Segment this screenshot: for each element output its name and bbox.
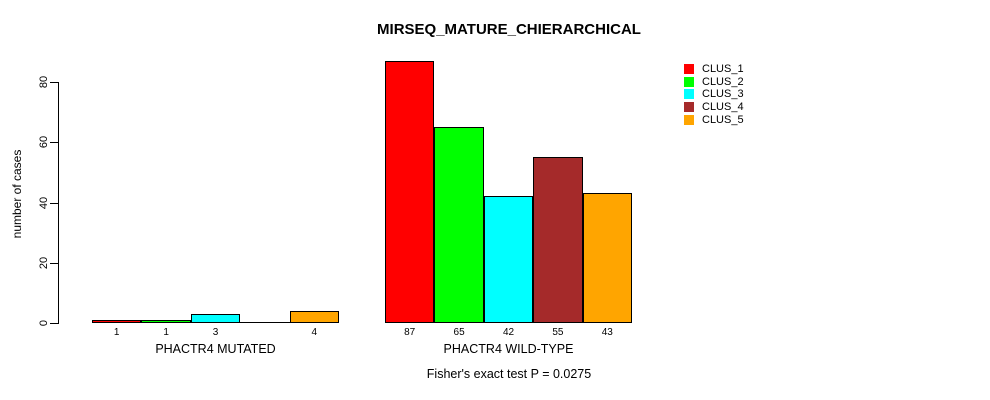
legend-item-label: CLUS_3 [702,88,744,101]
legend-item: CLUS_1 [684,63,744,75]
bar-zero-height [240,322,290,323]
bar [582,193,632,323]
legend-color-swatch [684,102,694,113]
bar-value-label: 87 [404,327,416,338]
bar [385,60,435,323]
y-axis-tick-label: 40 [38,196,50,209]
bar-value-label: 42 [502,327,515,338]
legend-item: CLUS_2 [684,75,744,88]
bar [92,319,142,323]
bar-value-label: 3 [212,327,219,338]
bar [289,310,339,323]
bar [141,319,191,323]
y-axis-title: number of cases [10,149,24,239]
bar-value-label: 1 [113,327,120,338]
bar-value-label: 43 [601,327,613,338]
bar-value-label: 4 [311,327,318,338]
legend-color-swatch [684,114,694,125]
legend-item-label: CLUS_1 [702,63,744,75]
legend-color-swatch [684,64,694,74]
legend-item: CLUS_3 [684,88,744,101]
bar [434,127,484,323]
legend-item-label: CLUS_4 [702,101,744,114]
footnote-text: Fisher's exact test P = 0.0275 [426,367,592,381]
legend-item: CLUS_4 [684,101,744,114]
bar [190,313,241,323]
bar-value-label: 55 [552,327,564,338]
legend-item-label: CLUS_5 [702,113,744,126]
bar-value-label: 65 [453,327,465,338]
bar-value-label: 1 [163,327,169,338]
y-axis-tick [50,323,58,324]
chart-title: MIRSEQ_MATURE_CHIERARCHICAL [377,21,641,38]
y-axis-tick [50,142,58,144]
y-axis-tick-label: 60 [38,136,50,149]
y-axis-tick [50,262,58,264]
y-axis-tick [50,82,58,83]
legend-color-swatch [684,76,694,87]
x-group-label: PHACTR4 WILD-TYPE [443,342,574,356]
legend-item: CLUS_5 [684,113,744,126]
y-axis-tick [50,202,58,204]
legend: CLUS_1 CLUS_2 CLUS_3 CLUS_4 CLUS_5 [684,64,744,127]
y-axis-tick-label: 80 [38,75,50,89]
legend-color-swatch [684,89,694,100]
y-axis-line [58,82,59,324]
x-group-label: PHACTR4 MUTATED [155,342,276,356]
y-axis-tick-label: 0 [38,319,50,327]
bar [483,196,534,323]
bar [533,157,583,323]
legend-item-label: CLUS_2 [702,75,744,88]
y-axis-tick-label: 20 [38,256,50,269]
